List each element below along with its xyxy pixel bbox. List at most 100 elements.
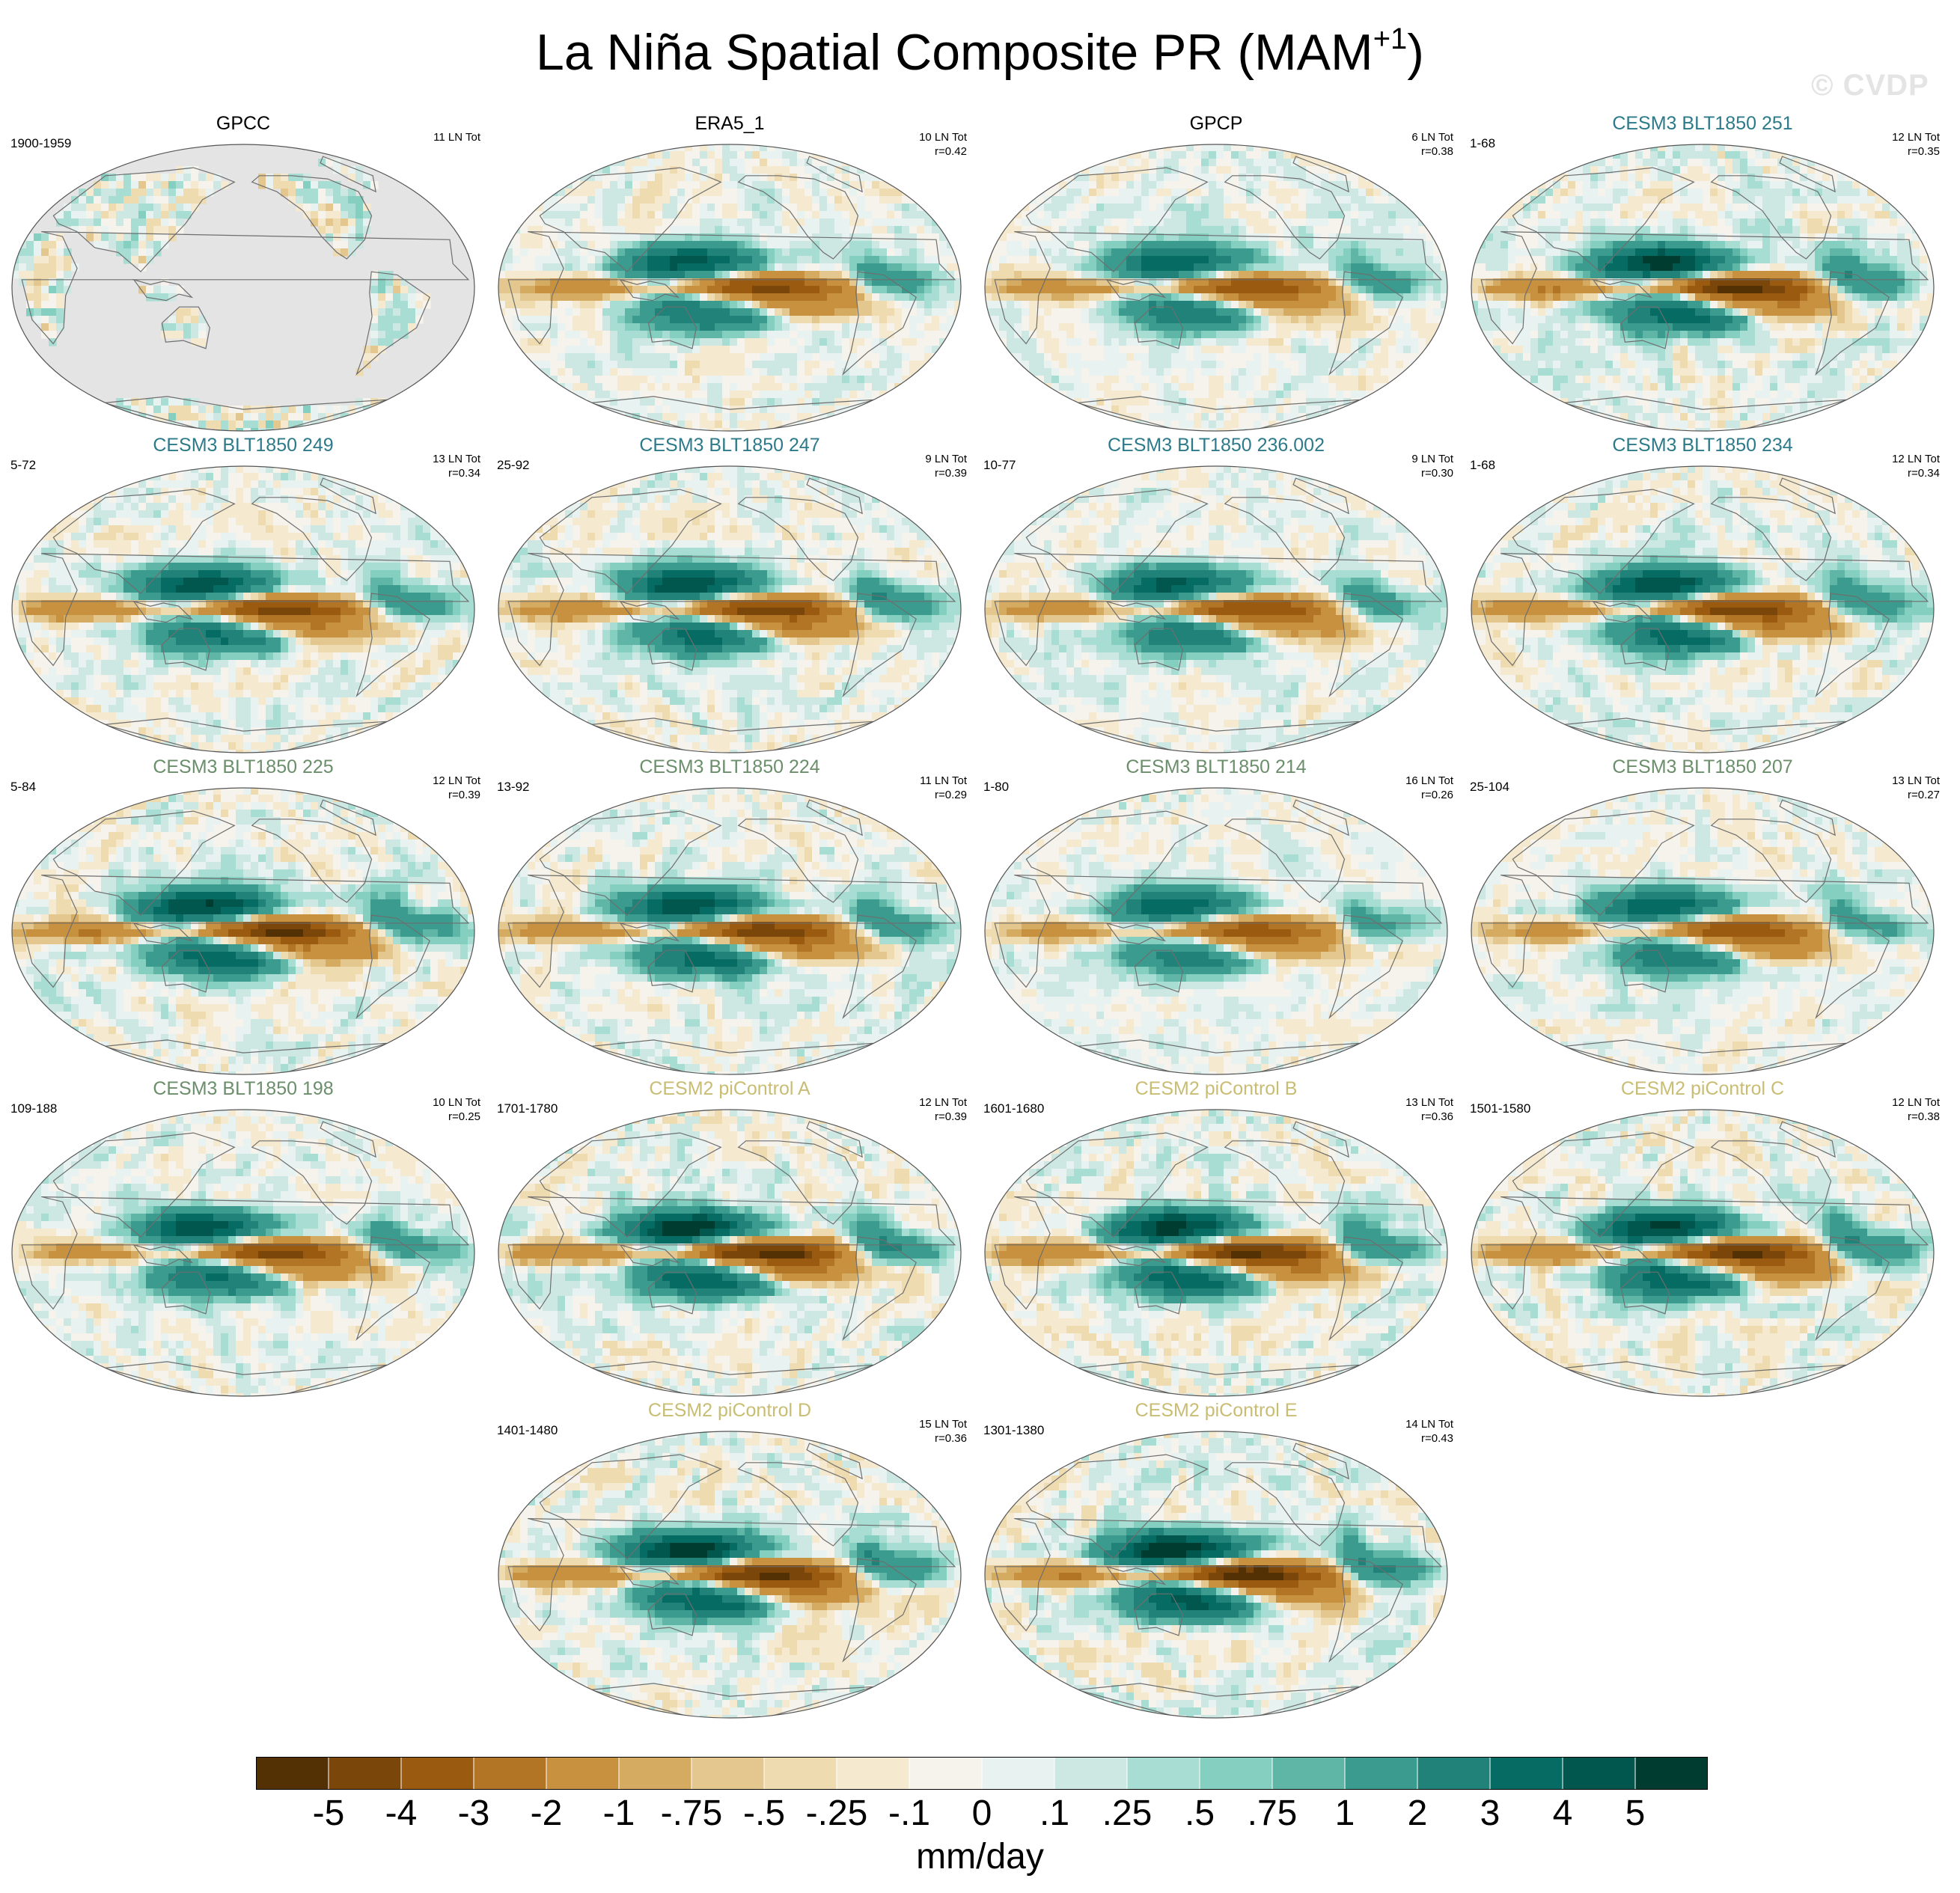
- precip-field: [12, 1110, 474, 1396]
- coastline: [1563, 1039, 1848, 1074]
- coastline: [1076, 1683, 1361, 1718]
- world-map: [11, 465, 475, 753]
- panel-title: CESM3 BLT1850 234: [1459, 434, 1946, 456]
- panel-title: CESM3 BLT1850 225: [0, 756, 486, 778]
- coastline: [1592, 278, 1653, 302]
- panel-event-count: 16 LN Tot: [1405, 774, 1453, 788]
- panel-stats: 9 LN Tot r=0.39: [925, 452, 967, 480]
- colorbar-frame: [256, 1757, 1708, 1790]
- colorbar-swatch: [400, 1757, 474, 1790]
- world-map: [498, 1431, 962, 1719]
- coastline: [1025, 167, 1209, 272]
- colorbar-swatch: [1489, 1757, 1563, 1790]
- world-map: [1471, 787, 1935, 1075]
- map-panel: CESM3 BLT1850 236.002 10-77 9 LN Tot r=0.30: [973, 434, 1459, 756]
- panel-title: CESM3 BLT1850 247: [486, 434, 973, 456]
- coastline: [737, 1140, 859, 1225]
- coastline: [842, 271, 917, 376]
- panel-stats: 13 LN Tot r=0.27: [1892, 774, 1940, 802]
- coastline: [320, 477, 376, 515]
- coastline: [539, 1454, 722, 1559]
- panel-correlation: r=0.43: [1405, 1431, 1453, 1446]
- coastline: [1076, 1039, 1361, 1074]
- coastline: [1224, 819, 1346, 903]
- coastline: [1592, 600, 1653, 623]
- coastline: [52, 1132, 236, 1238]
- map-panel: CESM3 BLT1850 225 5-84 12 LN Tot r=0.39: [0, 756, 486, 1077]
- panel-event-count: 14 LN Tot: [1405, 1417, 1453, 1431]
- coastline: [1025, 1132, 1209, 1238]
- coastline: [1563, 1361, 1848, 1396]
- coastline: [1105, 600, 1167, 623]
- coastline: [21, 231, 470, 345]
- map-panel: CESM2 piControl A 1701-1780 12 LN Tot r=0.3…: [486, 1077, 973, 1399]
- panel-correlation: r=0.36: [919, 1431, 967, 1446]
- coastline: [590, 396, 875, 431]
- world-map: [984, 1109, 1448, 1397]
- world-map: [498, 1109, 962, 1397]
- coastline: [251, 497, 373, 581]
- panel-correlation: r=0.42: [919, 144, 967, 159]
- coastline: [1620, 1271, 1670, 1315]
- colorbar: [256, 1757, 1708, 1790]
- map-border: [984, 1109, 1448, 1397]
- coastline: [52, 167, 236, 272]
- precip-field: [985, 788, 1447, 1074]
- colorbar-tick-label: 1: [1335, 1791, 1355, 1836]
- colorbar-swatch: [1126, 1757, 1200, 1790]
- world-map: [498, 787, 962, 1075]
- world-map: [11, 787, 475, 1075]
- map-border: [1471, 144, 1935, 432]
- colorbar-swatch: [1344, 1757, 1418, 1790]
- colorbar-units: mm/day: [0, 1835, 1960, 1880]
- cvdp-watermark: © CVDP: [1811, 69, 1929, 103]
- panel-title: CESM3 BLT1850 249: [0, 434, 486, 456]
- precip-field: [498, 144, 961, 431]
- panel-year-range: 1-80: [983, 780, 1009, 795]
- coastline: [1134, 306, 1183, 349]
- coastline: [1134, 1593, 1183, 1636]
- coastline: [647, 1593, 697, 1636]
- panel-year-range: 1-68: [1470, 136, 1495, 151]
- coastline: [539, 1132, 722, 1238]
- map-border: [984, 144, 1448, 432]
- panel-correlation: r=0.35: [1892, 144, 1940, 159]
- coastline: [647, 949, 697, 993]
- map-panel: ERA5_1 10 LN Tot r=0.42: [486, 112, 973, 434]
- coastline: [507, 875, 956, 988]
- coastline: [1815, 914, 1890, 1019]
- coastline: [52, 810, 236, 916]
- coastline: [1563, 396, 1848, 431]
- panel-event-count: 12 LN Tot: [1892, 130, 1940, 144]
- colorbar-swatch: [1417, 1757, 1491, 1790]
- coastline: [103, 1361, 388, 1396]
- colorbar-tick-label: 5: [1625, 1791, 1646, 1836]
- panel-event-count: 15 LN Tot: [919, 1417, 967, 1431]
- precip-field: [12, 788, 474, 1074]
- coastline: [1592, 922, 1653, 945]
- coastline: [539, 489, 722, 594]
- precip-field: [985, 466, 1447, 753]
- precip-field: [498, 788, 961, 1074]
- coastline: [806, 477, 863, 515]
- map-border: [1471, 465, 1935, 753]
- colorbar-tick-label: -4: [385, 1791, 418, 1836]
- panel-correlation: r=0.26: [1405, 788, 1453, 802]
- coastline: [1592, 1244, 1653, 1267]
- map-border: [11, 465, 475, 753]
- coastline: [806, 799, 863, 837]
- map-panel: GPCP 6 LN Tot r=0.38: [973, 112, 1459, 434]
- precip-field: [498, 1431, 961, 1718]
- colorbar-swatch: [691, 1757, 765, 1790]
- world-map: [11, 144, 475, 432]
- map-panel: CESM3 BLT1850 214 1-80 16 LN Tot r=0.26: [973, 756, 1459, 1077]
- colorbar-swatch: [1562, 1757, 1636, 1790]
- coastline: [1292, 1121, 1349, 1158]
- colorbar-swatch: [1199, 1757, 1273, 1790]
- coastline: [1815, 1236, 1890, 1341]
- coastline: [1105, 278, 1167, 302]
- map-border: [984, 787, 1448, 1075]
- world-map: [984, 144, 1448, 432]
- coastline: [1779, 477, 1836, 515]
- coastline: [1512, 810, 1695, 916]
